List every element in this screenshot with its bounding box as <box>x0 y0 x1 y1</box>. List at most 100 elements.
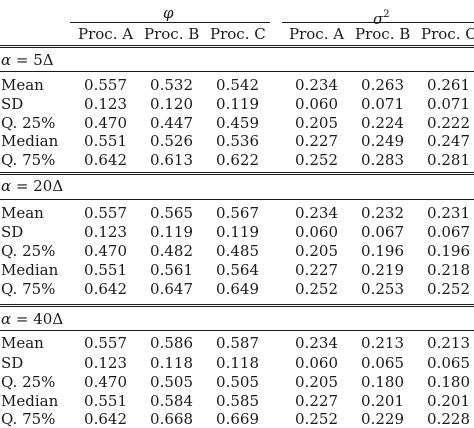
block-rule-top <box>0 172 474 173</box>
column-header-phi-proc-b: Proc. B <box>144 25 200 43</box>
table-cell: 0.119 <box>216 95 259 113</box>
table-cell: 0.060 <box>295 223 338 241</box>
table-cell: 0.565 <box>150 204 193 222</box>
column-header-phi-proc-c: Proc. C <box>210 25 266 43</box>
table-cell: 0.551 <box>84 392 127 410</box>
table-cell: 0.222 <box>427 114 470 132</box>
table-cell: 0.123 <box>84 354 127 372</box>
table-cell: 0.249 <box>361 132 404 150</box>
table-cell: 0.642 <box>84 151 127 169</box>
table-cell: 0.649 <box>216 280 259 298</box>
block-label-rule <box>0 330 474 331</box>
table-cell: 0.647 <box>150 280 193 298</box>
table-cell: 0.585 <box>216 392 259 410</box>
table-cell: 0.060 <box>295 354 338 372</box>
table-cell: 0.232 <box>361 204 404 222</box>
table-cell: 0.229 <box>361 410 404 428</box>
table-cell: 0.227 <box>295 261 338 279</box>
table-cell: 0.557 <box>84 334 127 352</box>
table-cell: 0.227 <box>295 392 338 410</box>
table-cell: 0.584 <box>150 392 193 410</box>
table-cell: 0.567 <box>216 204 259 222</box>
table-cell: 0.234 <box>295 334 338 352</box>
row-label-mean: Mean <box>1 334 44 352</box>
table-cell: 0.622 <box>216 151 259 169</box>
table-cell: 0.613 <box>150 151 193 169</box>
block-label: α = 40Δ <box>1 310 64 328</box>
table-cell: 0.283 <box>361 151 404 169</box>
table-cell: 0.071 <box>427 95 470 113</box>
table-cell: 0.587 <box>216 334 259 352</box>
table-cell: 0.205 <box>295 114 338 132</box>
row-label-mean: Mean <box>1 76 44 94</box>
table-cell: 0.459 <box>216 114 259 132</box>
row-label-q25: Q. 25% <box>1 242 56 260</box>
table-cell: 0.123 <box>84 223 127 241</box>
table-cell: 0.205 <box>295 373 338 391</box>
table-cell: 0.542 <box>216 76 259 94</box>
table-cell: 0.263 <box>361 76 404 94</box>
table-cell: 0.669 <box>216 410 259 428</box>
row-label-q25: Q. 25% <box>1 373 56 391</box>
block-label: α = 20Δ <box>1 177 64 195</box>
table-cell: 0.196 <box>427 242 470 260</box>
table-cell: 0.119 <box>216 223 259 241</box>
sigma-group-rule <box>282 22 474 23</box>
header-rule <box>0 45 474 46</box>
table-cell: 0.642 <box>84 280 127 298</box>
table-cell: 0.586 <box>150 334 193 352</box>
block-label-rule <box>0 71 474 72</box>
table-cell: 0.123 <box>84 95 127 113</box>
table-cell: 0.213 <box>427 334 470 352</box>
table-cell: 0.180 <box>427 373 470 391</box>
table-cell: 0.234 <box>295 204 338 222</box>
table-cell: 0.557 <box>84 204 127 222</box>
block-rule-top <box>0 304 474 305</box>
table-cell: 0.526 <box>150 132 193 150</box>
column-header-phi-proc-a: Proc. A <box>78 25 134 43</box>
table-cell: 0.231 <box>427 204 470 222</box>
table-cell: 0.218 <box>427 261 470 279</box>
results-table: φ σ2 Proc. A Proc. B Proc. C Proc. A Pro… <box>0 5 474 428</box>
table-cell: 0.557 <box>84 76 127 94</box>
table-cell: 0.219 <box>361 261 404 279</box>
row-label-median: Median <box>1 132 59 150</box>
table-cell: 0.482 <box>150 242 193 260</box>
row-label-median: Median <box>1 261 59 279</box>
table-cell: 0.119 <box>150 223 193 241</box>
table-cell: 0.252 <box>295 280 338 298</box>
phi-group-rule <box>70 22 270 23</box>
table-cell: 0.470 <box>84 373 127 391</box>
row-label-q25: Q. 25% <box>1 114 56 132</box>
table-cell: 0.261 <box>427 76 470 94</box>
table-cell: 0.536 <box>216 132 259 150</box>
column-header-sigma-proc-b: Proc. B <box>355 25 411 43</box>
table-cell: 0.067 <box>361 223 404 241</box>
table-cell: 0.205 <box>295 242 338 260</box>
table-cell: 0.071 <box>361 95 404 113</box>
table-cell: 0.253 <box>361 280 404 298</box>
table-cell: 0.180 <box>361 373 404 391</box>
table-cell: 0.228 <box>427 410 470 428</box>
table-cell: 0.252 <box>427 280 470 298</box>
table-cell: 0.505 <box>216 373 259 391</box>
table-cell: 0.642 <box>84 410 127 428</box>
table-cell: 0.234 <box>295 76 338 94</box>
table-cell: 0.067 <box>427 223 470 241</box>
table-cell: 0.247 <box>427 132 470 150</box>
row-label-sd: SD <box>1 95 24 113</box>
block-rule-top <box>0 306 474 307</box>
table-cell: 0.532 <box>150 76 193 94</box>
table-cell: 0.065 <box>361 354 404 372</box>
table-cell: 0.065 <box>427 354 470 372</box>
table-cell: 0.252 <box>295 151 338 169</box>
sigma-squared-group-header: σ2 <box>373 9 390 28</box>
table-cell: 0.470 <box>84 242 127 260</box>
row-label-q75: Q. 75% <box>1 280 56 298</box>
table-cell: 0.447 <box>150 114 193 132</box>
table-cell: 0.201 <box>361 392 404 410</box>
table-cell: 0.227 <box>295 132 338 150</box>
table-cell: 0.118 <box>150 354 193 372</box>
table-cell: 0.564 <box>216 261 259 279</box>
block-rule-top <box>0 47 474 48</box>
